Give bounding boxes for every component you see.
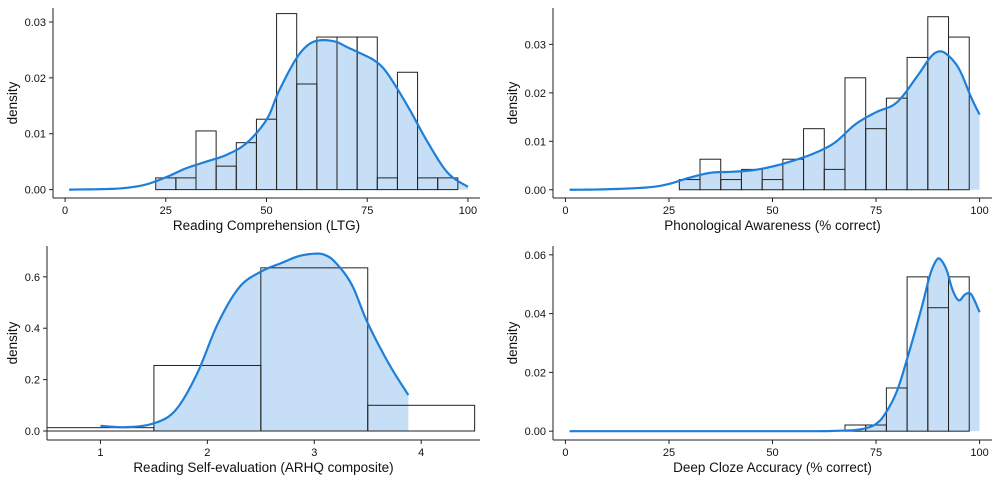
- y-tick-label: 0.0: [25, 426, 40, 438]
- density-line: [569, 257, 981, 433]
- y-tick-label: 0.02: [25, 73, 46, 85]
- y-tick-label: 0.4: [25, 323, 40, 335]
- histogram-bar: [396, 71, 419, 191]
- histogram-bar: [46, 427, 155, 432]
- x-tick-label: 75: [361, 205, 373, 217]
- y-tick-label: 0.00: [25, 185, 46, 197]
- y-axis-title: density: [5, 81, 20, 124]
- y-tick-label: 0.2: [25, 375, 40, 387]
- x-tick-label: 100: [970, 205, 988, 217]
- histogram-bar: [803, 128, 825, 191]
- histogram-bar: [367, 404, 476, 432]
- x-tick-label: 1: [97, 447, 103, 459]
- density-fill: [865, 258, 980, 432]
- y-tick-label: 0.00: [525, 185, 546, 197]
- chart-panel-4: 0 25 50 75 100 0.00 0.02 0.04 0.06 Deep Cloze Acc…: [505, 246, 992, 475]
- x-axis-title: Deep Cloze Accuracy (% correct): [673, 460, 872, 475]
- x-tick-label: 2: [204, 447, 210, 459]
- histogram-bar: [260, 267, 369, 432]
- y-axis-title: density: [505, 81, 520, 124]
- y-tick-label: 0.6: [25, 272, 40, 284]
- y-tick-label: 0.02: [525, 367, 546, 379]
- x-axis-title: Reading Self-evaluation (ARHQ composite): [133, 460, 393, 475]
- y-tick-label: 0.06: [525, 250, 546, 262]
- x-tick-label: 100: [970, 447, 988, 459]
- y-tick-label: 0.02: [525, 88, 546, 100]
- x-tick-label: 0: [562, 205, 568, 217]
- histogram-bar: [948, 276, 970, 432]
- chart-panel-2: 0 25 50 75 100 0.00 0.01 0.02 0.03 Phonological A…: [505, 8, 992, 233]
- y-axis-title: density: [5, 321, 20, 364]
- x-tick-label: 0: [562, 447, 568, 459]
- y-tick-label: 0.01: [525, 136, 546, 148]
- x-tick-label: 75: [870, 205, 882, 217]
- x-tick-label: 50: [766, 447, 778, 459]
- x-tick-label: 75: [870, 447, 882, 459]
- y-tick-label: 0.04: [525, 309, 546, 321]
- histogram-bar: [356, 36, 378, 191]
- y-tick-label: 0.01: [25, 129, 46, 141]
- y-tick-label: 0.00: [525, 426, 546, 438]
- x-tick-label: 3: [311, 447, 317, 459]
- density-fill: [155, 40, 468, 190]
- chart-panel-3: 1 2 3 4 0.0 0.2 0.4 0.6 Reading Self-evaluation …: [5, 246, 480, 475]
- density-fill: [153, 253, 409, 432]
- x-axis-title: Phonological Awareness (% correct): [664, 218, 881, 233]
- x-tick-label: 25: [663, 205, 675, 217]
- density-line: [569, 50, 981, 191]
- x-tick-label: 100: [459, 205, 477, 217]
- y-tick-label: 0.03: [25, 17, 46, 29]
- x-axis-title: Reading Comprehension (LTG): [173, 218, 360, 233]
- density-fill: [679, 51, 980, 190]
- y-tick-label: 0.03: [525, 39, 546, 51]
- histogram-bar: [195, 130, 217, 191]
- density-line: [69, 39, 469, 191]
- histogram-bar: [437, 177, 459, 191]
- x-tick-label: 25: [160, 205, 172, 217]
- density-line: [100, 252, 410, 429]
- x-tick-label: 50: [260, 205, 272, 217]
- x-tick-label: 50: [766, 205, 778, 217]
- x-tick-label: 0: [62, 205, 68, 217]
- x-tick-label: 25: [663, 447, 675, 459]
- histogram-bar: [948, 36, 970, 191]
- x-tick-label: 4: [418, 447, 424, 459]
- chart-panel-1: 0 25 50 75 100 0.00 0.01 0.02 0.03 Reading Compre…: [5, 8, 480, 233]
- y-axis-title: density: [505, 321, 520, 364]
